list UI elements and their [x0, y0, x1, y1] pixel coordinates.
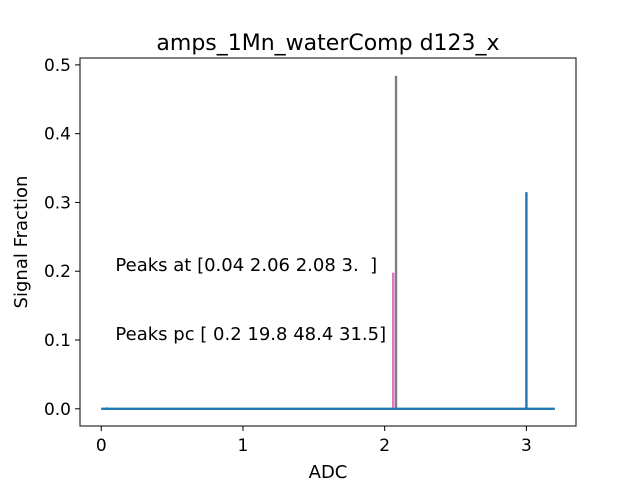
y-tick-label: 0.2 — [44, 262, 71, 282]
y-tick-label: 0.1 — [44, 331, 71, 351]
chart-title: amps_1Mn_waterComp d123_x — [156, 31, 499, 56]
y-tick-label: 0.3 — [44, 193, 71, 213]
y-tick-label: 0.0 — [44, 400, 71, 420]
plot-frame — [79, 57, 577, 427]
peak-lines — [101, 75, 555, 410]
y-tick-label: 0.4 — [44, 125, 71, 145]
annotations: Peaks at [0.04 2.06 2.08 3. ] Peaks pc [ … — [115, 255, 386, 345]
x-tick-label: 3 — [521, 436, 532, 456]
x-tick-label: 2 — [379, 436, 390, 456]
y-axis-label: Signal Fraction — [11, 176, 32, 309]
plot-background — [80, 58, 576, 426]
x-tick-label: 1 — [238, 436, 249, 456]
plot-area — [80, 58, 576, 426]
y-tick-label: 0.5 — [44, 56, 71, 76]
x-axis-label: ADC — [309, 462, 348, 480]
annotation-1: Peaks at [0.04 2.06 2.08 3. ] — [115, 255, 377, 276]
x-tick-label: 0 — [96, 436, 107, 456]
y-axis: 0.0 0.1 0.2 0.3 0.4 0.5 — [44, 56, 80, 420]
x-axis: 0 1 2 3 — [96, 426, 532, 456]
annotation-2: Peaks pc [ 0.2 19.8 48.4 31.5] — [115, 324, 386, 345]
